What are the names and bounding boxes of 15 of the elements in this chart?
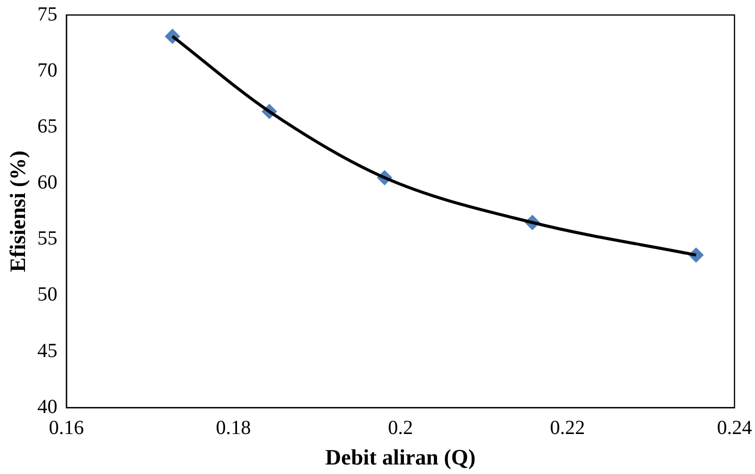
x-tick-label: 0.18 (216, 416, 251, 439)
x-tick-label: 0.2 (388, 416, 413, 439)
x-tick-label: 0.22 (550, 416, 585, 439)
y-tick-label: 75 (37, 3, 58, 26)
y-axis-title: Efisiensi (%) (4, 150, 30, 272)
y-tick-label: 55 (37, 228, 58, 250)
x-axis-title: Debit aliran (Q) (325, 444, 476, 470)
y-tick-label: 65 (37, 115, 58, 138)
y-tick-label: 70 (37, 59, 58, 82)
x-tick-label: 0.16 (48, 416, 84, 439)
x-tick-label: 0.24 (717, 416, 752, 439)
y-tick-label: 60 (37, 172, 58, 194)
y-tick-label: 50 (37, 284, 58, 306)
y-tick-label: 40 (37, 396, 58, 418)
y-tick-label: 45 (37, 340, 58, 362)
